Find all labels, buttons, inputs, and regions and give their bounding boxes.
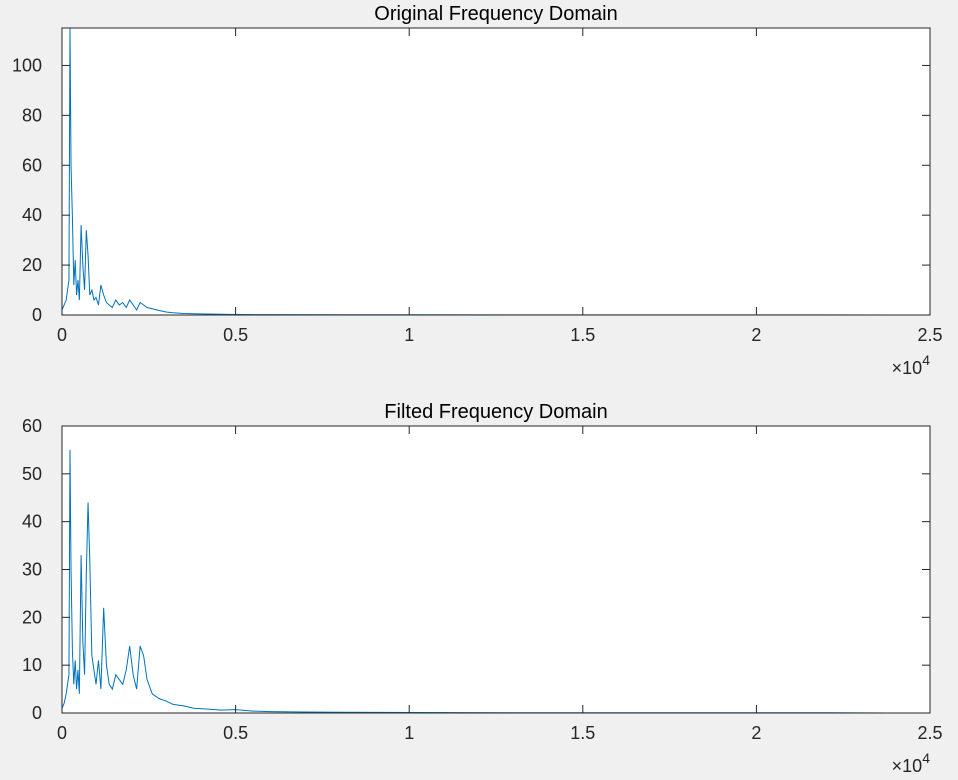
- x-exponent-label: ×104: [892, 750, 931, 776]
- y-tick-label: 60: [22, 155, 42, 175]
- y-tick-label: 0: [32, 703, 42, 723]
- x-tick-label: 2.5: [917, 723, 942, 743]
- plot-area: [61, 27, 931, 316]
- y-tick-label: 100: [12, 55, 42, 75]
- axes-frame: [61, 27, 931, 316]
- y-tick-label: 10: [22, 655, 42, 675]
- x-tick-label: 2: [751, 325, 761, 345]
- y-tick-label: 50: [22, 464, 42, 484]
- y-tick-label: 20: [22, 607, 42, 627]
- x-tick-label: 1: [404, 723, 414, 743]
- x-tick-label: 0.5: [223, 325, 248, 345]
- x-tick-label: 1: [404, 325, 414, 345]
- x-tick-label: 1.5: [570, 325, 595, 345]
- series-line-0: [61, 449, 896, 714]
- y-tick-label: 0: [32, 305, 42, 325]
- y-tick-label: 20: [22, 255, 42, 275]
- chart-title: Original Frequency Domain: [374, 3, 617, 25]
- x-tick-label: 0: [57, 723, 67, 743]
- x-tick-label: 0.5: [223, 723, 248, 743]
- series-line-0: [61, 27, 896, 316]
- x-tick-label: 2.5: [917, 325, 942, 345]
- x-exponent-label: ×104: [892, 352, 931, 378]
- chart-title: Filted Frequency Domain: [384, 401, 607, 423]
- y-tick-label: 80: [22, 105, 42, 125]
- chart-original-frequency-domain: 0 0.5 1 1.5 2 2.5 0 20 40 60 80 100 Original Frequen…: [12, 3, 943, 378]
- plot-area: [61, 425, 931, 714]
- x-tick-label: 2: [751, 723, 761, 743]
- y-tick-label: 60: [22, 416, 42, 436]
- y-tick-label: 40: [22, 205, 42, 225]
- y-tick-label: 30: [22, 560, 42, 580]
- x-tick-label: 0: [57, 325, 67, 345]
- x-tick-label: 1.5: [570, 723, 595, 743]
- chart-filted-frequency-domain: 0 0.5 1 1.5 2 2.5 0 10 20 30 40 50 60 Filted Frequenc…: [22, 401, 943, 776]
- y-tick-label: 40: [22, 512, 42, 532]
